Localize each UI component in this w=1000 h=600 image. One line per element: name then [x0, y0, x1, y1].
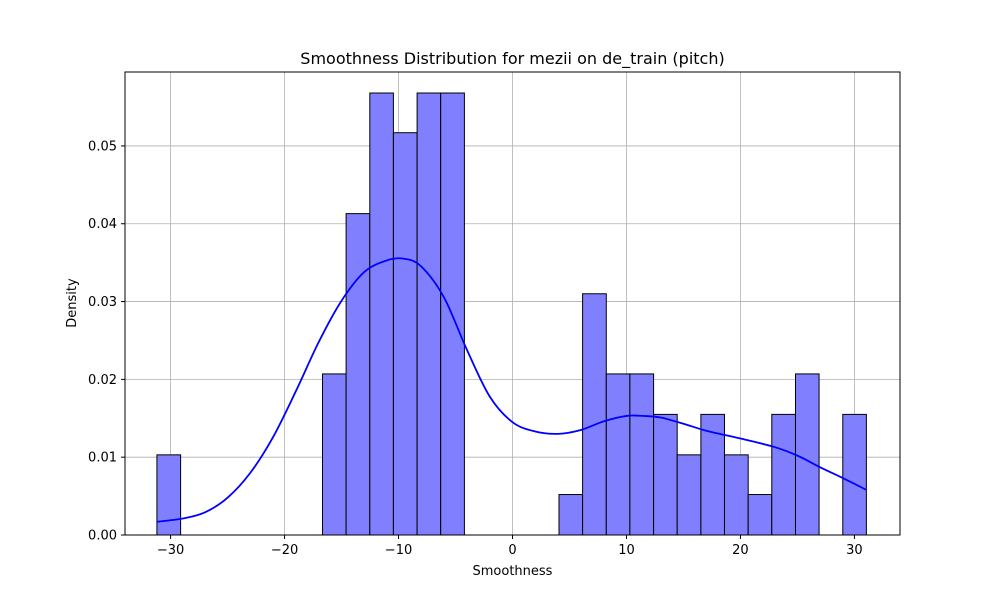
y-axis-label: Density	[65, 278, 80, 328]
histogram-bar	[676, 454, 702, 536]
histogram-bar	[771, 413, 796, 536]
y-tick-label: 0.01	[88, 451, 117, 466]
x-tick-label: 30	[846, 543, 863, 558]
histogram-bar	[723, 454, 749, 536]
x-tick-label: −20	[271, 543, 298, 558]
histogram-bar	[345, 213, 371, 536]
histogram-bar	[794, 373, 820, 536]
histogram-bar	[392, 132, 418, 536]
y-tick-label: 0.05	[88, 139, 117, 154]
histogram-bar	[369, 92, 394, 536]
histogram-bar	[322, 373, 347, 536]
x-axis-ticks: −30 −20 −10 0 10 20 30	[157, 535, 863, 558]
histogram-bar	[629, 373, 655, 536]
y-tick-label: 0.02	[88, 373, 117, 388]
histogram-bar	[582, 293, 607, 536]
x-tick-label: 0	[508, 543, 516, 558]
histogram-bar	[605, 373, 631, 536]
y-axis-ticks: 0.00 0.01 0.02 0.03 0.04 0.05	[88, 139, 125, 544]
y-tick-label: 0.03	[88, 295, 117, 310]
histogram-bar	[416, 92, 442, 536]
x-tick-label: 20	[732, 543, 749, 558]
x-tick-label: 10	[618, 543, 635, 558]
chart-title: Smoothness Distribution for mezii on de_…	[300, 49, 724, 69]
histogram-bar	[747, 494, 773, 536]
histogram-bar	[558, 494, 584, 536]
kde-curve	[156, 257, 867, 523]
y-tick-label: 0.04	[88, 217, 117, 232]
y-tick-label: 0.00	[88, 529, 117, 544]
x-tick-label: −30	[157, 543, 184, 558]
histogram-bars	[156, 92, 867, 536]
histogram-bar	[653, 413, 678, 536]
x-axis-label: Smoothness	[473, 564, 553, 579]
histogram-bar	[842, 413, 867, 536]
histogram-bar	[156, 454, 182, 536]
grid-lines	[125, 72, 900, 536]
x-tick-label: −10	[385, 543, 412, 558]
